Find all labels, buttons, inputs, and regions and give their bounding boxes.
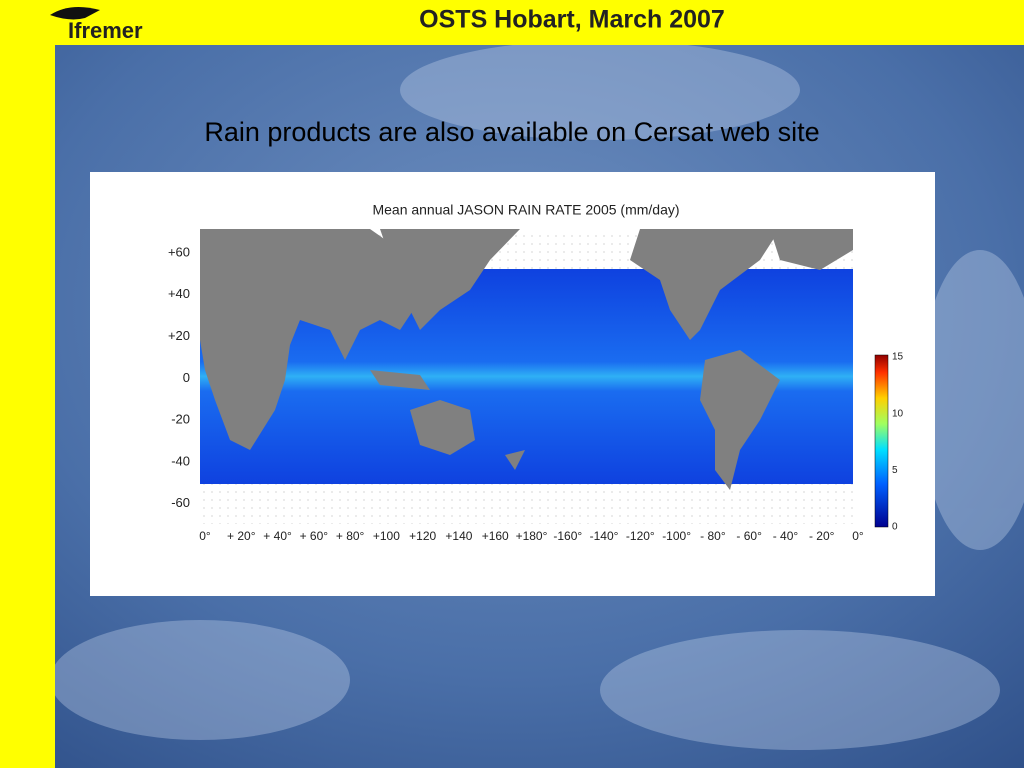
x-label: + 40° (263, 529, 292, 543)
colorbar-label: 15 (892, 352, 904, 363)
x-label: 0° (852, 529, 864, 543)
x-label: - 60° (736, 529, 762, 543)
x-label: -100° (662, 529, 691, 543)
x-label: - 40° (773, 529, 799, 543)
x-label: +100 (373, 529, 400, 543)
y-label: +40 (168, 286, 190, 301)
x-label: +140 (445, 529, 472, 543)
colorbar-label: 5 (892, 465, 898, 476)
y-label: -40 (171, 453, 190, 468)
logo-icon (50, 6, 100, 20)
header-title: OSTS Hobart, March 2007 (419, 6, 725, 34)
x-label: -140° (590, 529, 619, 543)
colorbar (874, 354, 889, 528)
x-label: 0° (199, 529, 211, 543)
y-label: -20 (171, 412, 190, 427)
x-label: -120° (626, 529, 655, 543)
y-label: -60 (171, 495, 190, 510)
x-label: + 60° (300, 529, 329, 543)
left-band (0, 0, 55, 768)
y-label: +20 (168, 328, 190, 343)
x-label: - 80° (700, 529, 726, 543)
map (200, 229, 853, 524)
x-label: +120 (409, 529, 436, 543)
colorbar-label: 10 (892, 408, 904, 419)
x-label: - 20° (809, 529, 835, 543)
clouds (50, 40, 1024, 750)
y-label: 0 (183, 370, 190, 385)
x-label: + 20° (227, 529, 256, 543)
colorbar-label: 0 (892, 522, 898, 533)
x-label: +160 (482, 529, 509, 543)
y-label: +60 (168, 244, 190, 259)
top-band (0, 0, 1024, 45)
figure-title: Mean annual JASON RAIN RATE 2005 (mm/day… (372, 202, 679, 218)
x-label: -160° (553, 529, 582, 543)
x-label: +180° (516, 529, 548, 543)
x-label: + 80° (336, 529, 365, 543)
logo: Ifremer (68, 18, 143, 43)
slide-heading: Rain products are also available on Cers… (204, 117, 819, 147)
